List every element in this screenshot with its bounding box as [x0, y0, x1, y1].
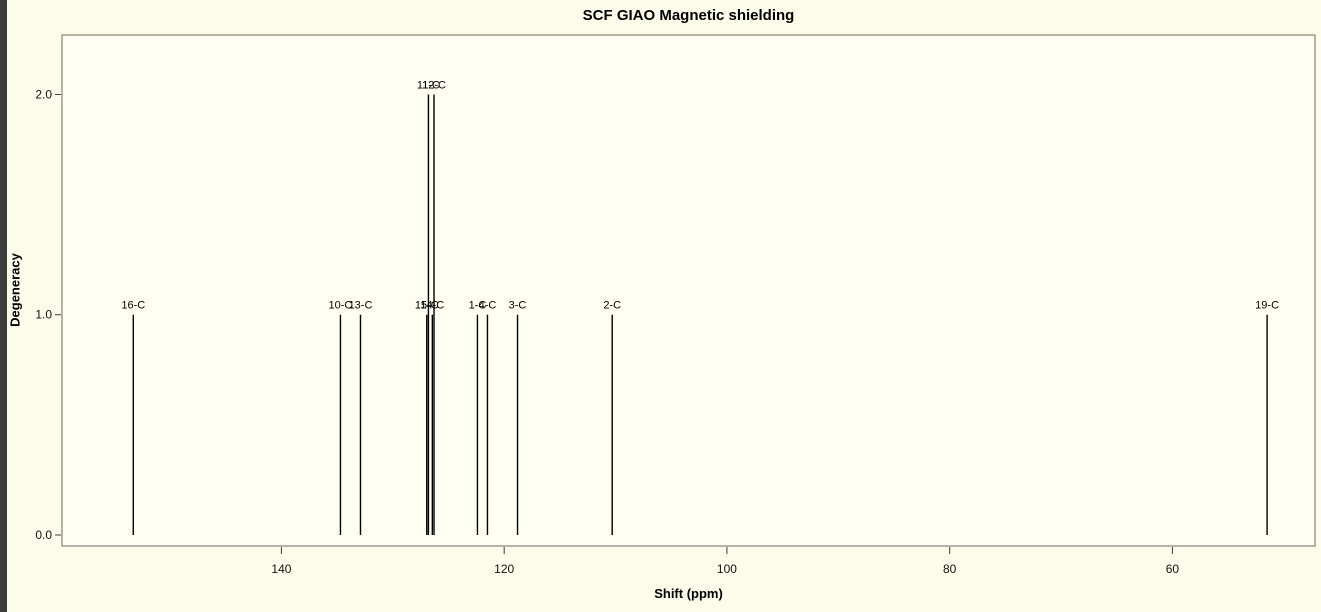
peak-label: 11-C	[417, 79, 440, 91]
peak-label: 4-C	[479, 300, 497, 312]
chart-title: SCF GIAO Magnetic shielding	[582, 7, 795, 24]
peak-label: 1-C	[469, 300, 487, 312]
peak-label: 12-C	[422, 79, 446, 91]
window-edge	[0, 0, 7, 612]
x-axis-tick-label: 80	[943, 562, 957, 576]
peak-label: 2-C	[603, 300, 621, 312]
peak-label: 14-C	[420, 300, 444, 312]
plot-frame	[61, 34, 1316, 547]
peak-label: 13-C	[349, 300, 373, 312]
peak-label: 3-C	[509, 300, 527, 312]
y-axis-tick-label: 2.0	[35, 87, 52, 101]
peak-label: 15-C	[415, 300, 439, 312]
peak-label: 19-C	[1255, 300, 1279, 312]
y-axis-tick-label: 0.0	[35, 528, 52, 542]
peak-label: 10-C	[329, 300, 353, 312]
x-axis-tick-label: 60	[1166, 562, 1180, 576]
y-axis-tick-label: 1.0	[35, 308, 52, 322]
x-axis-tick-label: 120	[494, 562, 514, 576]
peak-label: 16-C	[121, 300, 145, 312]
x-axis-label: Shift (ppm)	[654, 586, 723, 601]
x-axis-tick-label: 100	[717, 562, 737, 576]
x-axis-tick-label: 140	[271, 562, 291, 576]
